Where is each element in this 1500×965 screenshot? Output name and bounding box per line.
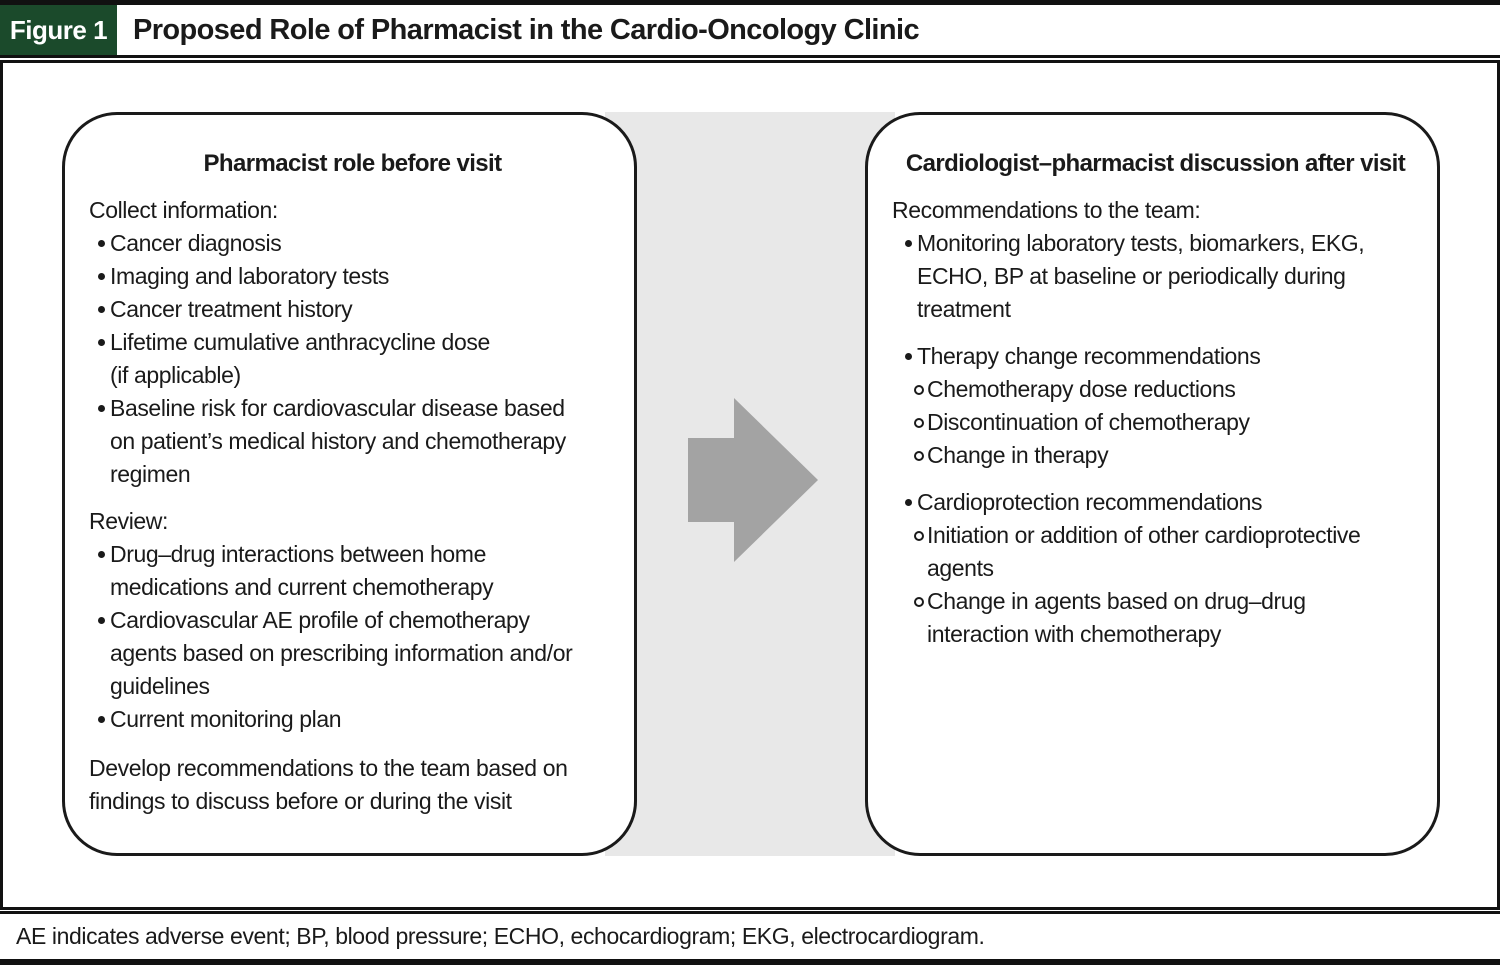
bullet-dot-icon — [905, 227, 917, 326]
sub-list-item: Chemotherapy dose reductions — [914, 373, 1419, 406]
list-item: Monitoring laboratory tests, biomarkers,… — [905, 227, 1419, 326]
header-divider — [0, 55, 1500, 58]
figure-number-badge: Figure 1 — [0, 5, 117, 55]
bullet-dot-icon — [98, 326, 110, 392]
figure-title: Proposed Role of Pharmacist in the Cardi… — [133, 13, 920, 46]
bullet-dot-icon — [98, 293, 110, 326]
bullet-dot-icon — [98, 538, 110, 604]
left-panel: Pharmacist role before visit Collect inf… — [62, 112, 637, 856]
left-panel-closing-note: Develop recommendations to the team base… — [89, 755, 568, 814]
bullet-dot-icon — [98, 703, 110, 736]
list-item: Cancer diagnosis — [98, 227, 616, 260]
review-list: Drug–drug interactions between home medi… — [98, 538, 616, 736]
recommendation-group: Monitoring laboratory tests, biomarkers,… — [905, 227, 1419, 326]
footnote-text: AE indicates adverse event; BP, blood pr… — [16, 923, 985, 949]
list-item: Imaging and laboratory tests — [98, 260, 616, 293]
open-circle-icon — [914, 406, 927, 439]
sub-list-item: Change in therapy — [914, 439, 1419, 472]
list-item-text: Cancer diagnosis — [110, 230, 282, 256]
list-item-text: Cardioprotection recommendations — [917, 489, 1263, 515]
list-item: Cancer treatment history — [98, 293, 616, 326]
list-item-text: Drug–drug interactions between home medi… — [110, 541, 494, 600]
collect-information-list: Cancer diagnosis Imaging and laboratory … — [98, 227, 616, 491]
bullet-dot-icon — [905, 486, 917, 519]
sub-list-item-text: Initiation or addition of other cardiopr… — [927, 522, 1361, 581]
list-item: Lifetime cumulative anthracycline dose (… — [98, 326, 616, 392]
sub-list-item-text: Chemotherapy dose reductions — [927, 376, 1236, 402]
bullet-dot-icon — [98, 392, 110, 491]
bullet-dot-icon — [98, 604, 110, 703]
top-border-bar — [0, 0, 1500, 5]
sub-list-item: Change in agents based on drug–drug inte… — [914, 585, 1419, 651]
open-circle-icon — [914, 519, 927, 585]
list-item: Drug–drug interactions between home medi… — [98, 538, 616, 604]
review-heading: Review: — [89, 508, 169, 534]
list-item: Current monitoring plan — [98, 703, 616, 736]
recommendation-group: Cardioprotection recommendations Initiat… — [905, 486, 1419, 651]
open-circle-icon — [914, 373, 927, 406]
sub-list-item: Initiation or addition of other cardiopr… — [914, 519, 1419, 585]
sub-list-item: Discontinuation of chemotherapy — [914, 406, 1419, 439]
sub-bullet-list: Chemotherapy dose reductions Discontinua… — [914, 373, 1419, 472]
sub-list-item-text: Change in therapy — [927, 442, 1109, 468]
list-item-text: Monitoring laboratory tests, biomarkers,… — [917, 230, 1365, 322]
recommendation-group: Therapy change recommendations Chemother… — [905, 340, 1419, 472]
sub-list-item-text: Change in agents based on drug–drug inte… — [927, 588, 1306, 647]
list-item-text: Imaging and laboratory tests — [110, 263, 390, 289]
sub-bullet-list: Initiation or addition of other cardiopr… — [914, 519, 1419, 651]
list-item-text: Therapy change recommendations — [917, 343, 1261, 369]
list-item: Therapy change recommendations — [905, 340, 1419, 373]
right-arrow-icon — [688, 398, 818, 562]
list-item-text: Lifetime cumulative anthracycline dose (… — [110, 329, 490, 388]
bullet-dot-icon — [98, 227, 110, 260]
bullet-dot-icon — [905, 340, 917, 373]
list-item: Cardioprotection recommendations — [905, 486, 1419, 519]
list-item: Cardiovascular AE profile of chemotherap… — [98, 604, 616, 703]
list-item-text: Cancer treatment history — [110, 296, 353, 322]
list-item: Baseline risk for cardiovascular disease… — [98, 392, 616, 491]
list-item-text: Baseline risk for cardiovascular disease… — [110, 395, 566, 487]
collect-information-heading: Collect information: — [89, 197, 278, 223]
bullet-dot-icon — [98, 260, 110, 293]
list-item-text: Current monitoring plan — [110, 706, 342, 732]
sub-list-item-text: Discontinuation of chemotherapy — [927, 409, 1250, 435]
recommendations-heading: Recommendations to the team: — [892, 197, 1201, 223]
right-panel-title: Cardiologist–pharmacist discussion after… — [905, 150, 1406, 177]
bottom-border-bar — [0, 959, 1500, 965]
open-circle-icon — [914, 585, 927, 651]
right-panel: Cardiologist–pharmacist discussion after… — [865, 112, 1440, 856]
left-panel-title: Pharmacist role before visit — [203, 150, 503, 177]
footnote: AE indicates adverse event; BP, blood pr… — [0, 911, 1500, 959]
open-circle-icon — [914, 439, 927, 472]
list-item-text: Cardiovascular AE profile of chemotherap… — [110, 607, 573, 699]
right-arrow-shape — [688, 398, 818, 562]
